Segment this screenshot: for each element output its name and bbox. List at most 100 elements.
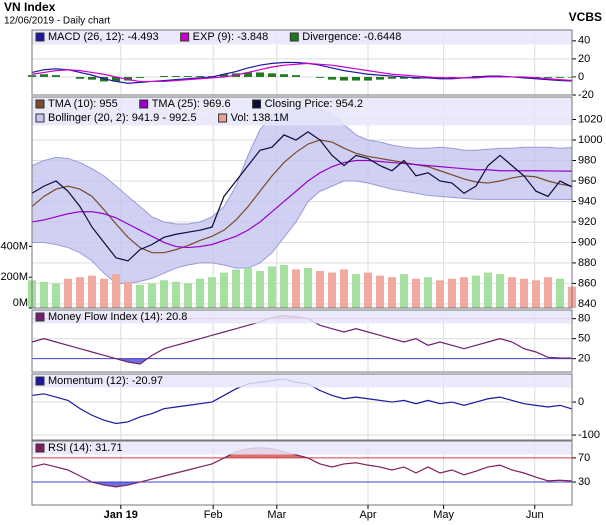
divergence-bar [400,76,408,79]
series-line [31,131,573,262]
divergence-bar [316,76,324,78]
legend-swatch [35,32,45,42]
y-tick-label: 20 [578,53,590,65]
volume-bar [64,278,72,308]
panel-border [31,29,573,96]
y-tick-label: 30 [578,476,590,488]
y-tick-label: 20 [578,353,590,365]
divergence-bar [76,76,84,79]
divergence-bar [112,76,120,82]
legend-swatch [252,99,262,109]
volume-bar [472,275,480,308]
volume-bar [328,272,336,308]
x-tick-label: Feb [204,509,223,521]
legend-label: TMA (10): 955 [48,98,118,110]
volume-bar [196,278,204,308]
volume-bar [184,283,192,308]
x-tick-label: Apr [359,509,376,521]
volume-bar [40,281,48,308]
panel-border [31,373,573,441]
legend-band [32,30,572,45]
volume-bar [340,269,348,308]
y-tick-label: 0 [578,71,584,83]
volume-bar [112,274,120,308]
y-tick-label: -20 [578,89,594,101]
y-tick-label: 900 [578,236,596,248]
divergence-bar [244,72,252,77]
series-line [31,139,573,254]
divergence-bar [184,76,192,77]
legend-label: RSI (14): 31.71 [48,442,123,454]
volume-bar [400,274,408,308]
legend-band [32,374,572,388]
volume-bar [160,280,168,308]
y-tick-label: 1000 [578,134,602,146]
legend-label: Momentum (12): -20.97 [48,375,163,387]
x-tick-label: Jun [526,509,544,521]
volume-bar [448,278,456,308]
x-tick-label: May [433,509,454,521]
subtitle: 12/06/2019 - Daily chart [4,16,110,27]
volume-bar [508,277,516,308]
volume-bar [388,277,396,308]
volume-bar [352,274,360,308]
divergence-bar [220,74,228,77]
title: VN Index [4,0,56,14]
legend-swatch [35,99,45,109]
divergence-bar [172,76,180,77]
volume-bar [76,277,84,308]
volume-tick-label: 400M [0,240,28,252]
panel-border [31,96,573,309]
panel-border [31,440,573,506]
divergence-bar [196,76,204,77]
y-tick-label: 860 [578,277,596,289]
y-tick-label: 960 [578,175,596,187]
volume-bar [412,278,420,308]
volume-bar [100,278,108,308]
volume-tick-label: 200M [0,271,28,283]
volume-bar [52,283,60,308]
divergence-bar [40,74,48,77]
volume-bar [280,264,288,308]
y-tick-label: 880 [578,257,596,269]
legend-swatch [289,32,299,42]
legend-swatch [35,443,45,453]
y-tick-label: 80 [578,313,590,325]
y-tick-label: 50 [578,333,590,345]
y-tick-label: 1020 [578,113,602,125]
legend-label: Divergence: -0.6448 [302,31,401,43]
volume-bar [460,277,468,308]
series-line [31,447,573,488]
y-tick-label: -100 [578,429,600,441]
volume-bar [436,280,444,308]
legend-band [32,441,572,455]
divergence-bar [136,76,144,78]
series-line [31,159,573,249]
volume-tick-label: 0M [13,297,28,309]
volume-bar [124,281,132,308]
legend-swatch [139,99,149,109]
divergence-bar [280,74,288,77]
volume-bar [220,272,228,308]
y-tick-label: 940 [578,195,596,207]
volume-bar [424,277,432,308]
volume-bar [208,277,216,308]
x-tick-label: Mar [267,509,286,521]
divergence-bar [544,76,552,78]
divergence-bar [52,75,60,77]
legend-label: TMA (25): 969.6 [152,98,231,110]
y-tick-label: 920 [578,216,596,228]
series-line [31,61,573,84]
volume-bar [532,280,540,308]
legend-label: Money Flow Index (14): 20.8 [48,311,187,323]
volume-bar [172,281,180,308]
x-tick-label: Jan 19 [104,509,138,521]
volume-bar [556,278,564,308]
volume-bar [88,275,96,308]
volume-bar [148,283,156,308]
volume-bar [292,269,300,308]
divergence-bar [364,76,372,81]
divergence-bar [556,76,564,78]
series-line [31,62,573,83]
legend-label: Bollinger (20, 2): 941.9 - 992.5 [48,112,197,124]
